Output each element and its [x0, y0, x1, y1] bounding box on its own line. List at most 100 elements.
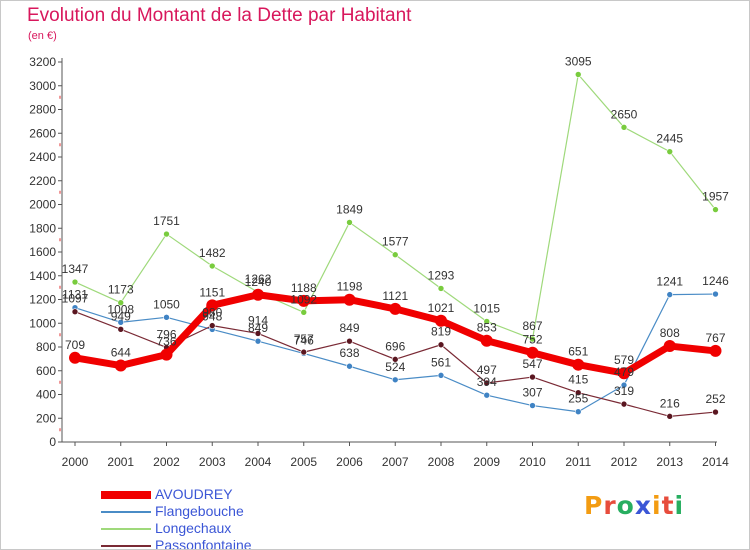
data-point-avoudrey	[526, 346, 539, 359]
data-point-passonfontaine	[71, 308, 79, 316]
data-label-longechaux: 1092	[290, 292, 317, 306]
data-point-flangebouche	[437, 372, 445, 379]
data-point-longechaux	[346, 219, 353, 226]
data-label-passonfontaine: 252	[705, 392, 725, 406]
data-label-avoudrey: 767	[705, 331, 725, 345]
data-point-longechaux	[163, 230, 170, 238]
data-label-flangebouche: 1008	[107, 302, 134, 316]
data-label-flangebouche: 1246	[702, 274, 729, 288]
data-label-longechaux: 1482	[199, 246, 226, 260]
data-label-longechaux: 1849	[336, 202, 363, 216]
x-tick-label: 2008	[428, 455, 455, 469]
data-label-flangebouche: 638	[339, 346, 359, 360]
data-label-avoudrey: 1151	[199, 285, 225, 299]
data-point-avoudrey	[160, 348, 173, 361]
data-point-longechaux	[620, 124, 628, 131]
y-tick-label: 3200	[29, 55, 56, 69]
x-tick-label: 2011	[565, 455, 591, 469]
data-point-avoudrey	[297, 294, 310, 307]
x-tick-label: 2002	[153, 455, 180, 469]
data-point-longechaux	[117, 299, 125, 307]
data-point-longechaux	[574, 71, 582, 78]
data-label-avoudrey: 644	[111, 346, 131, 360]
series-layer	[69, 71, 722, 420]
x-tick-label: 2007	[382, 455, 409, 469]
data-label-avoudrey: 1121	[382, 289, 408, 303]
data-point-passonfontaine	[254, 330, 262, 337]
data-label-flangebouche: 1131	[62, 288, 88, 302]
data-label-avoudrey: 1240	[245, 275, 272, 289]
data-label-flangebouche: 479	[614, 365, 634, 379]
data-label-longechaux: 1262	[245, 272, 272, 286]
y-tick-label: 2600	[29, 126, 56, 140]
logo-letter: x	[634, 491, 652, 520]
x-tick-label: 2014	[702, 455, 729, 469]
data-label-avoudrey: 736	[156, 335, 176, 349]
data-point-flangebouche	[117, 318, 125, 326]
axes: 0 200 400 600 800 1000 1200 1400 1600 1800 2000 220…	[29, 55, 729, 469]
data-label-flangebouche: 1050	[153, 297, 180, 311]
data-label-longechaux: 1751	[153, 214, 180, 228]
data-point-flangebouche	[483, 391, 491, 399]
y-tick-label: 800	[36, 340, 56, 354]
data-point-longechaux	[391, 251, 399, 259]
data-label-passonfontaine: 547	[522, 357, 542, 371]
x-tick-label: 2005	[290, 455, 317, 469]
data-point-longechaux	[437, 285, 445, 292]
logo-letter: o	[616, 491, 635, 520]
data-label-passonfontaine: 497	[477, 363, 497, 377]
data-label-avoudrey: 651	[568, 345, 588, 359]
data-point-passonfontaine	[208, 322, 216, 329]
data-point-passonfontaine	[666, 413, 674, 420]
legend-label-passonfontaine: Passonfontaine	[155, 537, 252, 550]
data-label-avoudrey: 1021	[428, 301, 455, 315]
data-point-passonfontaine	[300, 348, 308, 356]
data-label-avoudrey: 1198	[337, 280, 363, 294]
data-label-longechaux: 3095	[565, 54, 592, 68]
y-tick-label: 1800	[29, 221, 56, 235]
y-tick-label: 2800	[29, 103, 56, 117]
data-point-passonfontaine	[529, 373, 536, 381]
data-label-flangebouche: 307	[522, 386, 542, 400]
data-label-avoudrey: 752	[522, 333, 542, 347]
data-point-flangebouche	[346, 362, 353, 370]
data-label-passonfontaine: 696	[385, 339, 405, 353]
data-label-passonfontaine: 319	[614, 384, 634, 398]
data-point-passonfontaine	[391, 356, 399, 363]
legend-swatch-passonfontaine	[101, 545, 151, 547]
data-label-flangebouche: 255	[568, 392, 588, 406]
legend-label-avoudrey: AVOUDREY	[155, 486, 233, 502]
data-point-passonfontaine	[117, 326, 125, 333]
data-point-avoudrey	[480, 334, 493, 347]
data-label-flangebouche: 746	[294, 333, 314, 347]
data-label-passonfontaine: 914	[248, 313, 268, 327]
data-label-passonfontaine: 796	[156, 327, 176, 341]
data-point-passonfontaine	[483, 379, 491, 387]
legend-swatch-flangebouche	[101, 511, 151, 513]
x-tick-label: 2003	[199, 455, 226, 469]
data-point-avoudrey	[206, 299, 219, 312]
y-tick-label: 2000	[29, 198, 56, 212]
data-label-avoudrey: 1188	[291, 281, 317, 295]
data-point-longechaux	[71, 278, 79, 286]
data-label-longechaux: 1015	[473, 301, 500, 315]
x-tick-label: 2000	[62, 455, 89, 469]
proxiti-logo: Proxiti	[584, 491, 684, 520]
y-tick-label: 1400	[29, 269, 56, 283]
logo-letter: i	[652, 491, 662, 520]
x-tick-label: 2010	[519, 455, 546, 469]
legend-swatch-longechaux	[101, 528, 151, 530]
data-label-longechaux: 2650	[611, 107, 638, 121]
data-label-passonfontaine: 980	[202, 306, 222, 320]
data-label-passonfontaine: 819	[431, 325, 451, 339]
logo-letter: t	[661, 491, 675, 520]
data-point-avoudrey	[69, 351, 81, 364]
data-point-flangebouche	[163, 314, 170, 321]
data-point-longechaux	[666, 148, 674, 155]
data-label-longechaux: 1293	[428, 268, 455, 282]
data-point-longechaux	[208, 262, 216, 270]
y-tick-label: 1200	[29, 293, 56, 307]
data-label-longechaux: 1347	[62, 262, 89, 276]
